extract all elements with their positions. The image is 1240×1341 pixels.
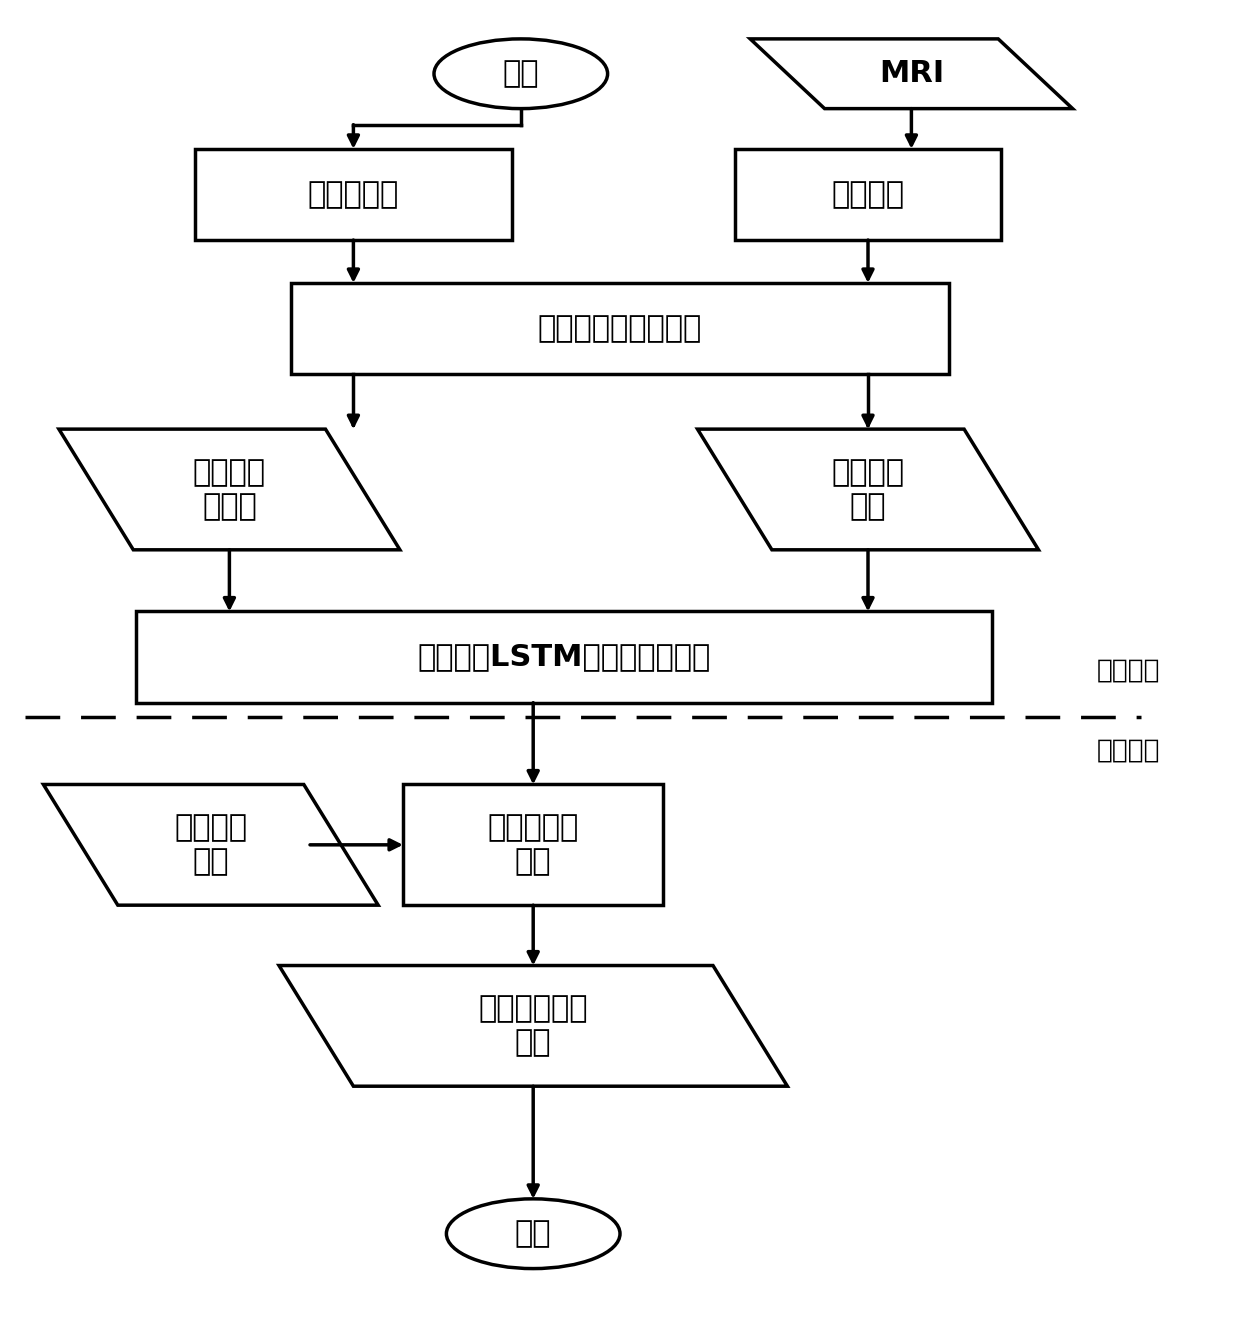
FancyBboxPatch shape xyxy=(291,283,949,374)
FancyBboxPatch shape xyxy=(136,611,992,703)
Text: 估计的源信号
位置: 估计的源信号 位置 xyxy=(479,995,588,1057)
FancyBboxPatch shape xyxy=(195,149,511,240)
Polygon shape xyxy=(43,784,378,905)
Text: MRI: MRI xyxy=(879,59,944,89)
Text: 源活动估计: 源活动估计 xyxy=(308,180,399,209)
Ellipse shape xyxy=(446,1199,620,1269)
Text: 训练阶段: 训练阶段 xyxy=(1096,657,1161,684)
Text: 源信号位
置参数: 源信号位 置参数 xyxy=(193,459,265,520)
Text: 训练基于LSTM的神经网络模型: 训练基于LSTM的神经网络模型 xyxy=(418,642,711,672)
Polygon shape xyxy=(697,429,1039,550)
Text: 模拟头皮
信号: 模拟头皮 信号 xyxy=(832,459,904,520)
Text: 结束: 结束 xyxy=(515,1219,552,1248)
Text: 真实脑电
信号: 真实脑电 信号 xyxy=(175,814,247,876)
FancyBboxPatch shape xyxy=(734,149,1001,240)
Polygon shape xyxy=(279,966,787,1086)
Text: 开始: 开始 xyxy=(502,59,539,89)
Polygon shape xyxy=(60,429,399,550)
Polygon shape xyxy=(750,39,1073,109)
Ellipse shape xyxy=(434,39,608,109)
Text: 正向模型: 正向模型 xyxy=(832,180,904,209)
FancyBboxPatch shape xyxy=(403,784,663,905)
Text: 训练得到的
模型: 训练得到的 模型 xyxy=(487,814,579,876)
Text: 测试阶段: 测试阶段 xyxy=(1096,738,1161,764)
Text: 生成不同位置的信号: 生成不同位置的信号 xyxy=(538,314,702,343)
